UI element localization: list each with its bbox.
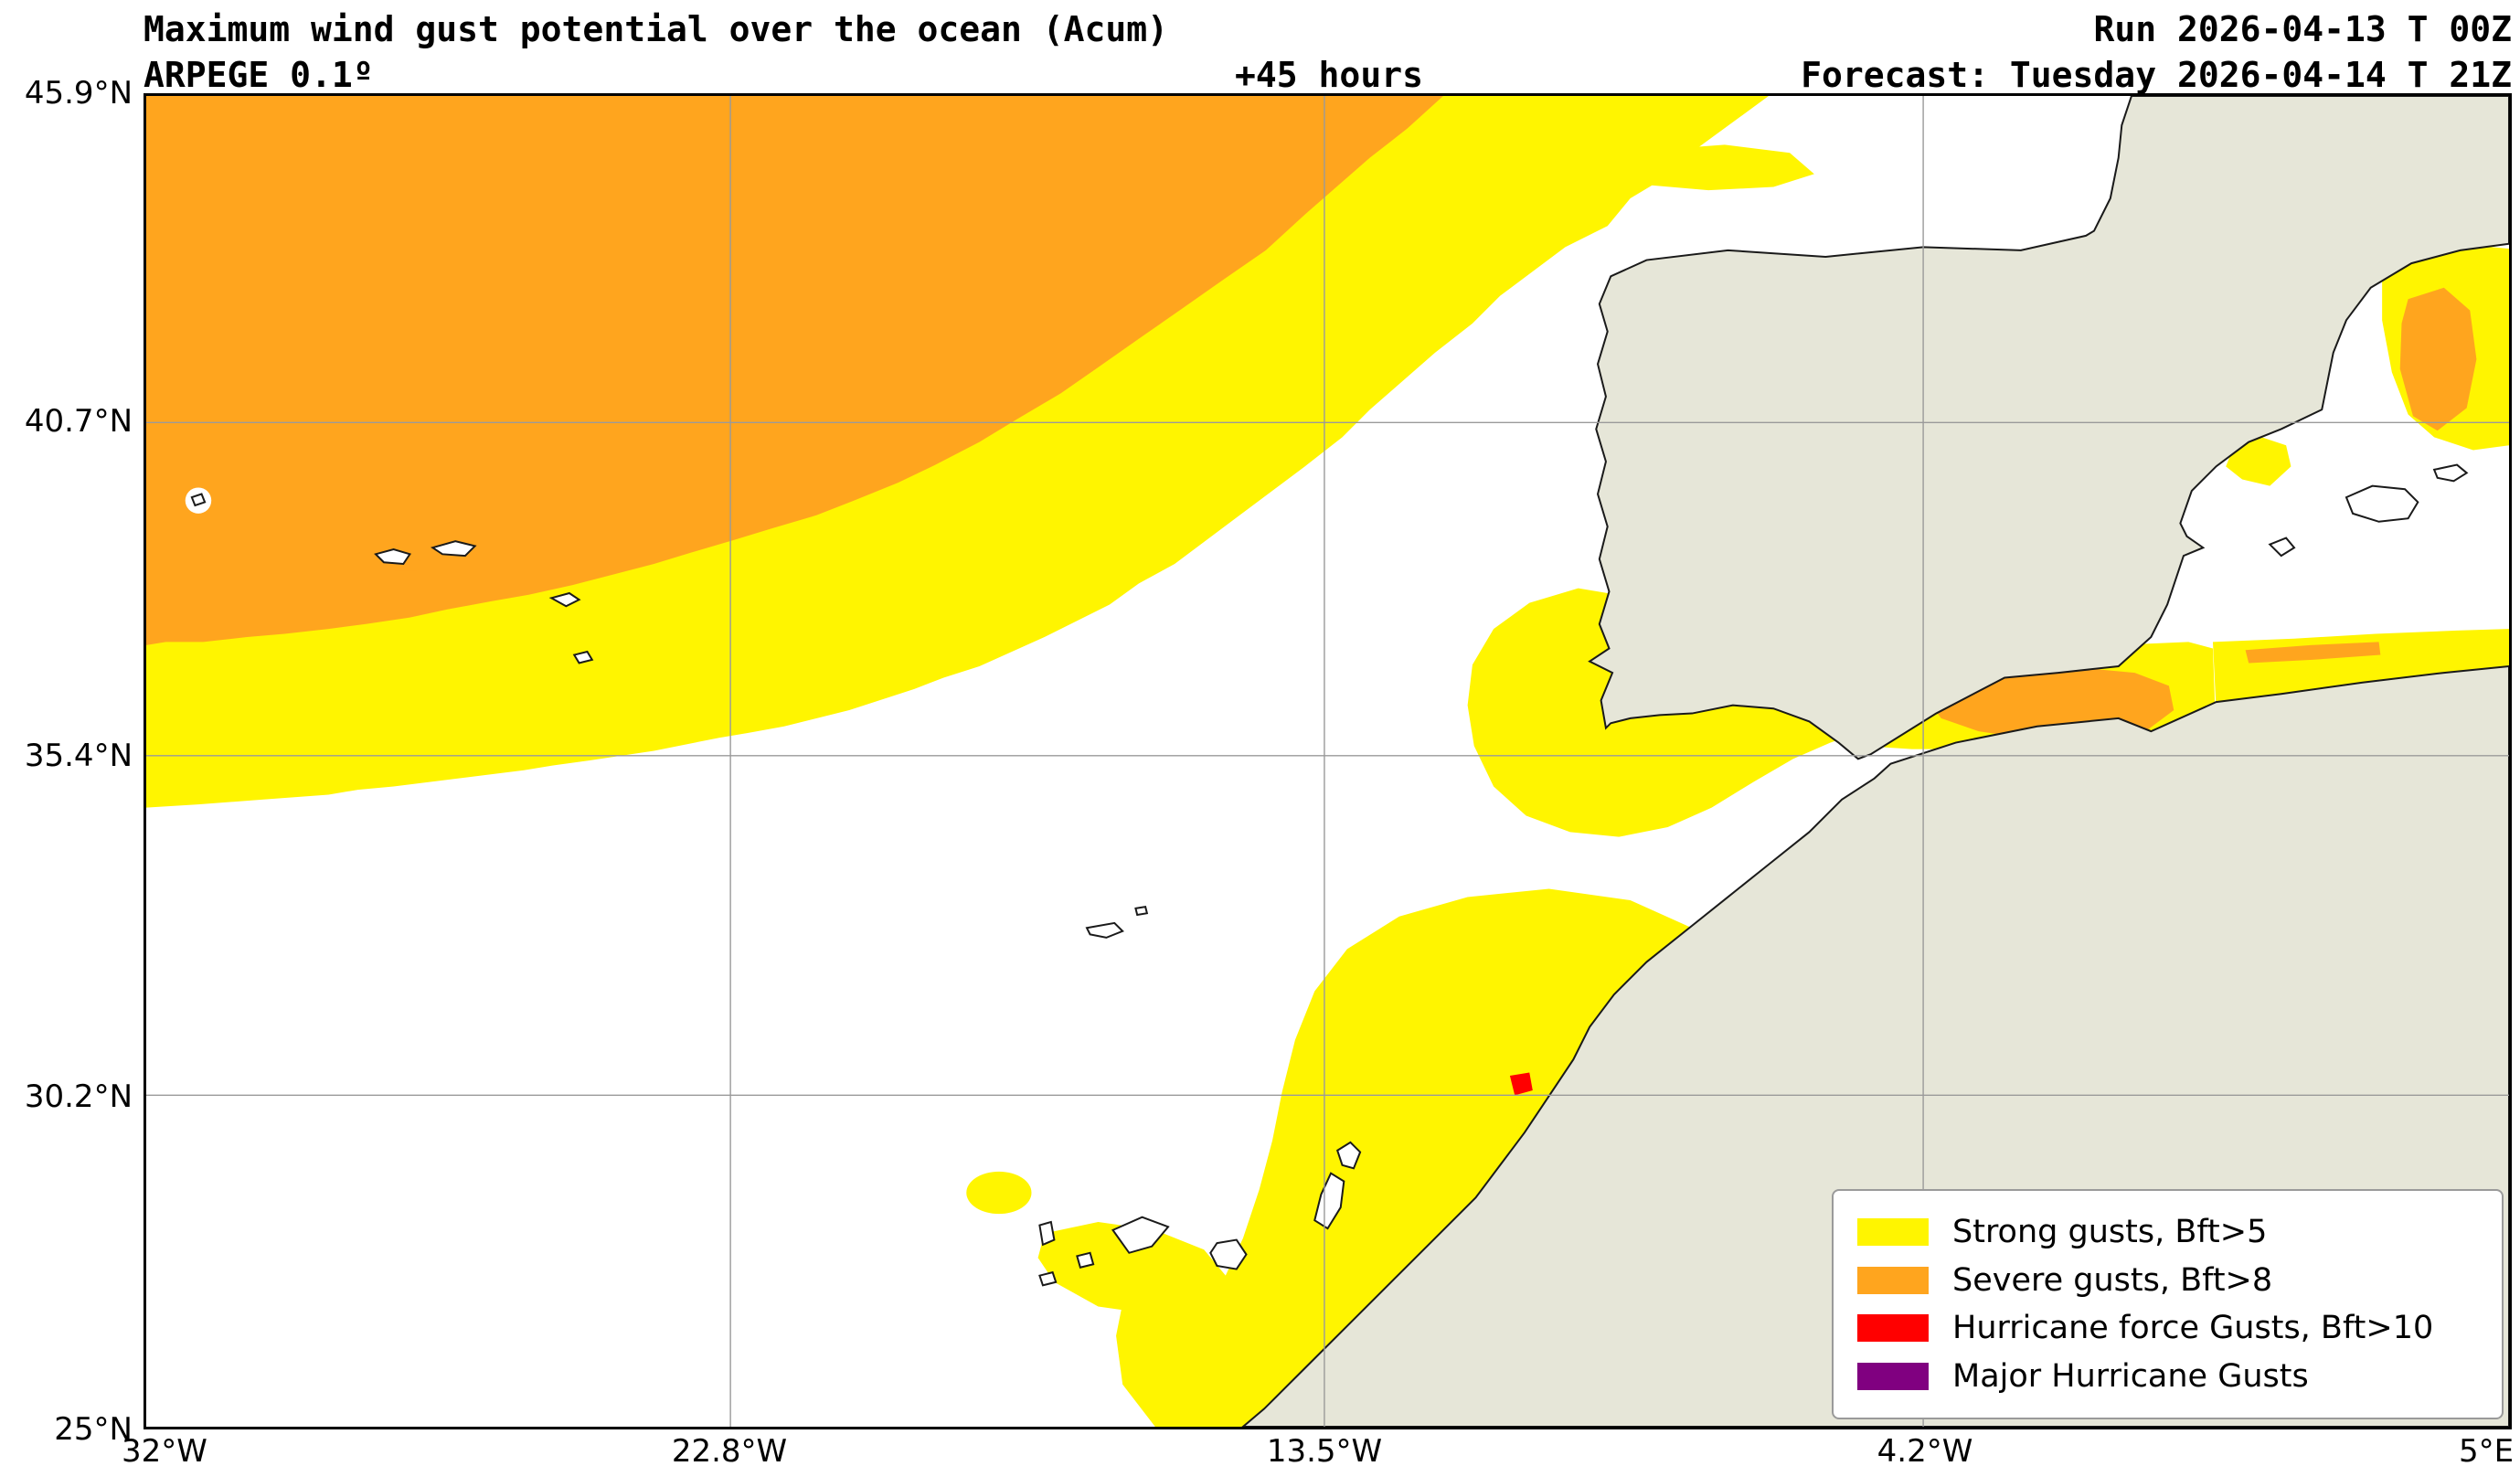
legend: Strong gusts, Bft>5 Severe gusts, Bft>8 … xyxy=(1832,1189,2504,1419)
island-el-hierro xyxy=(1039,1272,1056,1285)
region-strong-gusts-catalonia xyxy=(2226,437,2291,486)
legend-swatch-major-hurricane-gusts xyxy=(1857,1363,1929,1391)
landmass-iberia-france xyxy=(1590,96,2509,759)
lat-tick-40-7n: 40.7°N xyxy=(24,403,133,440)
island-menorca xyxy=(2434,465,2467,482)
run-label: Run 2026-04-13 T 00Z xyxy=(2093,9,2512,49)
island-tenerife xyxy=(1113,1217,1169,1253)
island-la-palma xyxy=(1039,1222,1054,1245)
legend-swatch-strong-gusts xyxy=(1857,1217,1929,1246)
region-strong-gusts-patch-north xyxy=(1611,144,1814,191)
lat-tick-30-2n: 30.2°N xyxy=(24,1078,133,1115)
island-madeira xyxy=(1087,923,1122,938)
forecast-label: Forecast: Tuesday 2026-04-14 T 21Z xyxy=(1801,55,2512,95)
island-azores-pico xyxy=(432,541,474,556)
legend-swatch-severe-gusts xyxy=(1857,1266,1929,1294)
island-lanzarote xyxy=(1337,1142,1360,1168)
region-strong-gusts-morocco-coast xyxy=(1161,888,1696,1427)
island-azores-sao-miguel xyxy=(574,652,592,663)
lon-tick-22-8w: 22.8°W xyxy=(671,1433,788,1466)
legend-label-severe-gusts: Severe gusts, Bft>8 xyxy=(1952,1261,2273,1299)
region-strong-gusts-canaries-west xyxy=(966,1171,1032,1215)
lat-tick-25n: 25°N xyxy=(54,1411,133,1448)
region-hurricane-gusts-morocco xyxy=(1509,1072,1533,1096)
island-azores-terceira xyxy=(551,593,579,606)
legend-item-hurricane-gusts: Hurricane force Gusts, Bft>10 xyxy=(1857,1310,2478,1346)
lon-tick-13-5w: 13.5°W xyxy=(1266,1433,1383,1466)
lead-time-label: +45 hours xyxy=(1235,55,1423,95)
legend-item-strong-gusts: Strong gusts, Bft>5 xyxy=(1857,1214,2478,1250)
graticule-lines xyxy=(146,96,2509,1427)
map-plot-area: Strong gusts, Bft>5 Severe gusts, Bft>8 … xyxy=(144,93,2512,1429)
page-title: Maximum wind gust potential over the oce… xyxy=(144,9,1169,49)
region-severe-gusts-gulf-of-lion xyxy=(2399,287,2477,431)
lat-tick-35-4n: 35.4°N xyxy=(24,738,133,774)
legend-label-major-hurricane-gusts: Major Hurricane Gusts xyxy=(1952,1358,2309,1396)
island-porto-santo xyxy=(1135,907,1146,915)
island-azores-faial xyxy=(376,549,409,564)
island-fuerteventura xyxy=(1314,1174,1344,1228)
legend-item-major-hurricane-gusts: Major Hurricane Gusts xyxy=(1857,1358,2478,1395)
model-label: ARPEGE 0.1º xyxy=(144,55,374,95)
lon-tick-5e: 5°E xyxy=(2458,1433,2515,1466)
legend-label-strong-gusts: Strong gusts, Bft>5 xyxy=(1952,1213,2268,1250)
lon-tick-32w: 32°W xyxy=(122,1433,207,1466)
region-severe-gusts-atlantic xyxy=(146,96,1443,645)
lat-tick-45-9n: 45.9°N xyxy=(24,75,133,112)
island-azores-west xyxy=(192,494,205,505)
island-ibiza xyxy=(2270,538,2294,557)
legend-item-severe-gusts: Severe gusts, Bft>8 xyxy=(1857,1262,2478,1299)
region-strong-gusts-canaries-bottom xyxy=(1116,1270,1272,1427)
island-la-gomera xyxy=(1077,1253,1093,1268)
region-severe-gusts-algeria-sliver xyxy=(2245,642,2381,664)
island-gran-canaria xyxy=(1210,1240,1246,1269)
lon-tick-4-2w: 4.2°W xyxy=(1877,1433,1973,1466)
legend-label-hurricane-gusts: Hurricane force Gusts, Bft>10 xyxy=(1952,1310,2434,1347)
legend-swatch-hurricane-gusts xyxy=(1857,1314,1929,1343)
island-mallorca xyxy=(2346,486,2418,522)
